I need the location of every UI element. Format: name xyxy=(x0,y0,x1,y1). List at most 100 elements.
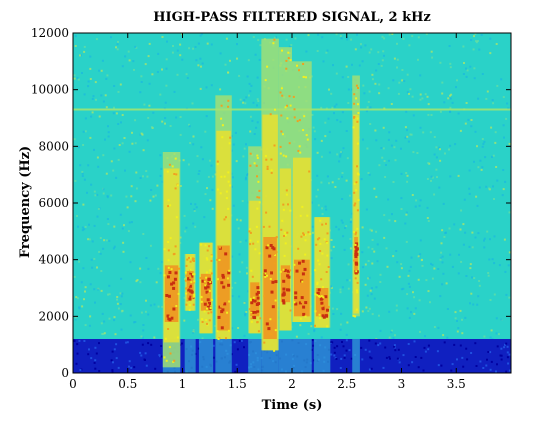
burst-speck xyxy=(205,276,208,279)
burst-speck xyxy=(283,235,285,237)
burst-core xyxy=(279,168,291,331)
burst-speck xyxy=(208,319,211,322)
burst-speck xyxy=(280,87,283,90)
burst-peak-speck xyxy=(355,247,359,251)
burst-speck xyxy=(286,231,289,234)
burst-peak-speck xyxy=(168,271,172,274)
burst-low-band xyxy=(248,339,262,373)
burst-speck xyxy=(279,145,282,148)
burst-speck xyxy=(357,173,360,176)
burst-speck xyxy=(164,300,167,303)
burst-speck xyxy=(326,232,329,235)
burst-peak-speck xyxy=(256,291,260,294)
burst-speck xyxy=(309,233,312,236)
x-tick-label: 1.5 xyxy=(228,377,247,391)
burst-peak-speck xyxy=(282,292,286,296)
burst-speck xyxy=(221,301,224,304)
burst-speck xyxy=(353,102,356,105)
burst-speck xyxy=(204,284,207,287)
burst-peak-speck xyxy=(190,274,194,278)
x-tick-label: 3 xyxy=(398,377,406,391)
burst-speck xyxy=(202,298,205,301)
burst-speck xyxy=(357,199,360,202)
burst-peak-speck xyxy=(355,252,359,256)
speech-bursts xyxy=(162,38,360,373)
burst-speck xyxy=(167,328,170,330)
burst-peak-speck xyxy=(282,287,286,291)
burst-speck xyxy=(251,314,254,317)
burst-peak xyxy=(294,259,310,317)
burst-speck xyxy=(262,225,265,228)
burst-speck xyxy=(166,170,169,173)
burst-peak-speck xyxy=(304,301,308,305)
burst-peak-speck xyxy=(287,288,291,292)
heatmap-area xyxy=(73,33,511,373)
burst-speck xyxy=(285,189,288,192)
burst-speck xyxy=(284,234,287,237)
burst-speck xyxy=(225,337,227,340)
burst-peak-speck xyxy=(208,302,211,305)
burst-peak-speck xyxy=(354,250,358,254)
burst-speck xyxy=(319,250,322,252)
burst-speck xyxy=(352,126,355,129)
burst-peak-speck xyxy=(220,310,224,314)
burst-speck xyxy=(303,233,305,236)
burst-speck xyxy=(168,315,171,318)
burst-speck xyxy=(300,300,303,303)
burst-speck xyxy=(270,169,273,172)
burst-speck xyxy=(187,273,190,276)
burst-speck xyxy=(314,269,317,272)
burst-low-band xyxy=(313,339,331,373)
burst-speck xyxy=(273,38,276,41)
burst-speck xyxy=(207,292,210,295)
burst-speck xyxy=(304,234,307,236)
burst-speck xyxy=(216,160,219,163)
burst-peak xyxy=(250,282,260,317)
burst-speck xyxy=(353,204,356,207)
burst-peak-speck xyxy=(281,299,285,303)
burst-speck xyxy=(189,256,192,259)
x-tick-label: 1 xyxy=(179,377,187,391)
speech-burst xyxy=(248,146,262,373)
burst-speck xyxy=(299,151,302,154)
burst-speck xyxy=(357,103,359,106)
burst-peak-speck xyxy=(227,283,231,287)
burst-peak-speck xyxy=(173,277,177,281)
burst-speck xyxy=(227,207,230,210)
burst-speck xyxy=(206,249,209,252)
burst-speck xyxy=(169,352,172,355)
burst-speck xyxy=(325,271,328,273)
burst-speck xyxy=(355,231,358,234)
burst-speck xyxy=(355,97,358,100)
burst-speck xyxy=(285,59,288,62)
burst-speck xyxy=(279,91,282,94)
burst-speck xyxy=(208,245,211,248)
burst-peak-speck xyxy=(220,326,224,330)
burst-speck xyxy=(191,296,194,299)
burst-speck xyxy=(249,243,252,246)
burst-speck xyxy=(206,303,209,306)
burst-speck xyxy=(250,311,253,314)
burst-speck xyxy=(228,142,231,145)
burst-speck xyxy=(316,294,319,297)
burst-speck xyxy=(304,253,307,256)
burst-speck xyxy=(318,237,321,240)
burst-speck xyxy=(284,106,287,109)
burst-speck xyxy=(253,162,256,165)
burst-peak-speck xyxy=(256,310,260,314)
burst-speck xyxy=(255,225,258,228)
burst-speck xyxy=(281,133,284,136)
burst-speck xyxy=(287,57,290,60)
burst-speck xyxy=(268,272,271,275)
burst-speck xyxy=(168,163,171,166)
burst-speck xyxy=(263,341,266,344)
burst-speck xyxy=(297,291,300,294)
burst-speck xyxy=(316,281,319,284)
burst-speck xyxy=(256,157,259,159)
burst-speck xyxy=(188,274,191,277)
burst-speck xyxy=(282,154,285,157)
burst-speck xyxy=(170,268,173,271)
burst-speck xyxy=(220,104,223,107)
burst-speck xyxy=(279,152,282,155)
